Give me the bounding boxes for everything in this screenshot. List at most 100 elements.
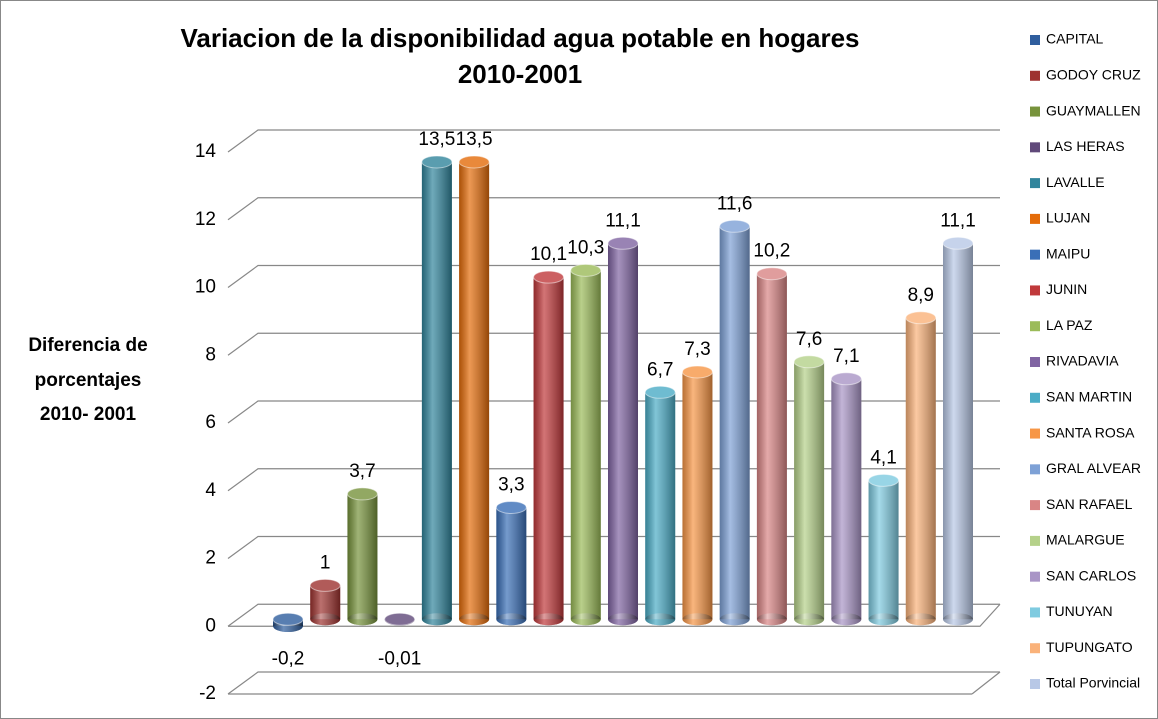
bar-top bbox=[458, 155, 490, 169]
data-label: 10,1 bbox=[530, 244, 567, 265]
legend-label: SANTA ROSA bbox=[1046, 424, 1135, 440]
bar-bottom-shade bbox=[756, 613, 787, 626]
bar-top-shade bbox=[570, 264, 601, 277]
data-label: 4,1 bbox=[870, 447, 896, 468]
data-label: 7,3 bbox=[684, 339, 710, 360]
bar-top-shade bbox=[719, 220, 750, 233]
legend-swatch bbox=[1030, 249, 1040, 260]
legend-label: LUJAN bbox=[1046, 210, 1090, 226]
bar-top bbox=[644, 385, 676, 399]
legend-swatch bbox=[1030, 500, 1040, 511]
legend-swatch bbox=[1030, 106, 1040, 117]
legend-swatch bbox=[1030, 392, 1040, 403]
bar-bottom-shade bbox=[459, 613, 490, 626]
bar-top-shade bbox=[347, 487, 378, 500]
grid-line bbox=[227, 129, 1000, 153]
legend-label: Total Porvincial bbox=[1046, 675, 1140, 691]
grid-line bbox=[227, 603, 1000, 627]
y-tick-label: 8 bbox=[205, 344, 216, 365]
legend-label: GODOY CRUZ bbox=[1046, 66, 1141, 82]
bar-top bbox=[681, 365, 713, 379]
legend-swatch bbox=[1030, 35, 1040, 45]
legend-swatch bbox=[1030, 178, 1040, 189]
data-label: 3,7 bbox=[349, 461, 375, 482]
bar-bottom-shade bbox=[719, 613, 750, 626]
legend-swatch bbox=[1030, 464, 1040, 475]
bar-top bbox=[346, 487, 378, 501]
legend-label: CAPITAL bbox=[1046, 31, 1104, 47]
grid-line bbox=[227, 535, 1000, 559]
bar-top-shade bbox=[273, 613, 303, 626]
data-label: 6,7 bbox=[647, 359, 673, 380]
legend-swatch bbox=[1030, 428, 1040, 439]
bar-top-shade bbox=[794, 355, 825, 368]
y-tick-label: 14 bbox=[195, 141, 217, 162]
y-axis-label: porcentajes bbox=[35, 370, 142, 391]
data-label: 3,3 bbox=[498, 474, 524, 495]
bar-top-shade bbox=[943, 237, 973, 250]
grid-line bbox=[227, 264, 1000, 288]
floor-edge bbox=[228, 603, 1001, 627]
chart-subtitle: 2010-2001 bbox=[458, 59, 582, 89]
data-label: 10,3 bbox=[567, 237, 604, 258]
floor-edge bbox=[971, 671, 1001, 695]
bar-bottom-shade bbox=[608, 613, 638, 626]
grid-line bbox=[227, 332, 1000, 356]
bar-shade bbox=[682, 371, 713, 620]
data-label: 10,2 bbox=[753, 241, 790, 262]
grid-line bbox=[227, 671, 1000, 695]
bar-shade bbox=[421, 161, 452, 620]
legend-label: SAN RAFAEL bbox=[1046, 496, 1133, 512]
bar-top-shade bbox=[905, 311, 936, 324]
y-tick-label: 2 bbox=[205, 548, 216, 569]
bar-bottom-shade bbox=[831, 613, 862, 626]
chart-title: Variacion de la disponibilidad agua pota… bbox=[180, 23, 859, 53]
legend-label: LAS HERAS bbox=[1046, 138, 1125, 154]
legend-label: JUNIN bbox=[1046, 281, 1087, 297]
data-label: 7,1 bbox=[833, 346, 859, 367]
bar-bottom-shade bbox=[570, 613, 601, 626]
bar-shade bbox=[533, 277, 564, 620]
legend-swatch bbox=[1030, 70, 1040, 81]
bar-bottom-shade bbox=[645, 613, 676, 626]
y-tick-label: 10 bbox=[195, 277, 216, 298]
legend-swatch bbox=[1030, 607, 1040, 618]
data-label: 11,1 bbox=[940, 210, 976, 231]
bar-top bbox=[533, 270, 565, 284]
bar-bottom-shade bbox=[868, 613, 899, 626]
y-tick-label: 6 bbox=[205, 412, 216, 433]
bar-shade bbox=[943, 243, 973, 620]
data-label: 13,5 bbox=[418, 129, 455, 150]
data-label: 11,6 bbox=[717, 193, 753, 214]
bar-top-shade bbox=[756, 267, 787, 280]
y-tick-label: 0 bbox=[205, 615, 216, 636]
bar-shade bbox=[645, 392, 676, 620]
bar-bottom-shade bbox=[943, 613, 973, 626]
bar-top-shade bbox=[421, 155, 452, 168]
bar-bottom-shade bbox=[310, 613, 341, 626]
grid-line bbox=[227, 400, 1000, 424]
bar-shade bbox=[794, 361, 825, 620]
bar-shade bbox=[496, 507, 527, 620]
bar-top bbox=[495, 500, 527, 514]
legend-swatch bbox=[1030, 571, 1040, 582]
y-axis-label: Diferencia de bbox=[28, 335, 147, 356]
bar-bottom-shade bbox=[533, 613, 564, 626]
data-label: 13,5 bbox=[456, 129, 493, 150]
bar-top-shade bbox=[384, 613, 415, 626]
bar-shade bbox=[868, 480, 899, 620]
data-label: 8,9 bbox=[908, 285, 934, 306]
bar-shade bbox=[719, 226, 750, 620]
bar-top bbox=[570, 263, 602, 277]
legend-swatch bbox=[1030, 142, 1040, 153]
bar-top bbox=[272, 612, 304, 626]
bar-shade bbox=[756, 273, 787, 620]
grid-line bbox=[227, 468, 1000, 492]
bar-shade bbox=[608, 243, 638, 620]
grid-line bbox=[227, 197, 1000, 221]
legend-label: RIVADAVIA bbox=[1046, 353, 1119, 369]
legend-swatch bbox=[1030, 285, 1040, 296]
y-axis-label: 2010- 2001 bbox=[40, 404, 137, 425]
data-label: 7,6 bbox=[796, 329, 822, 350]
